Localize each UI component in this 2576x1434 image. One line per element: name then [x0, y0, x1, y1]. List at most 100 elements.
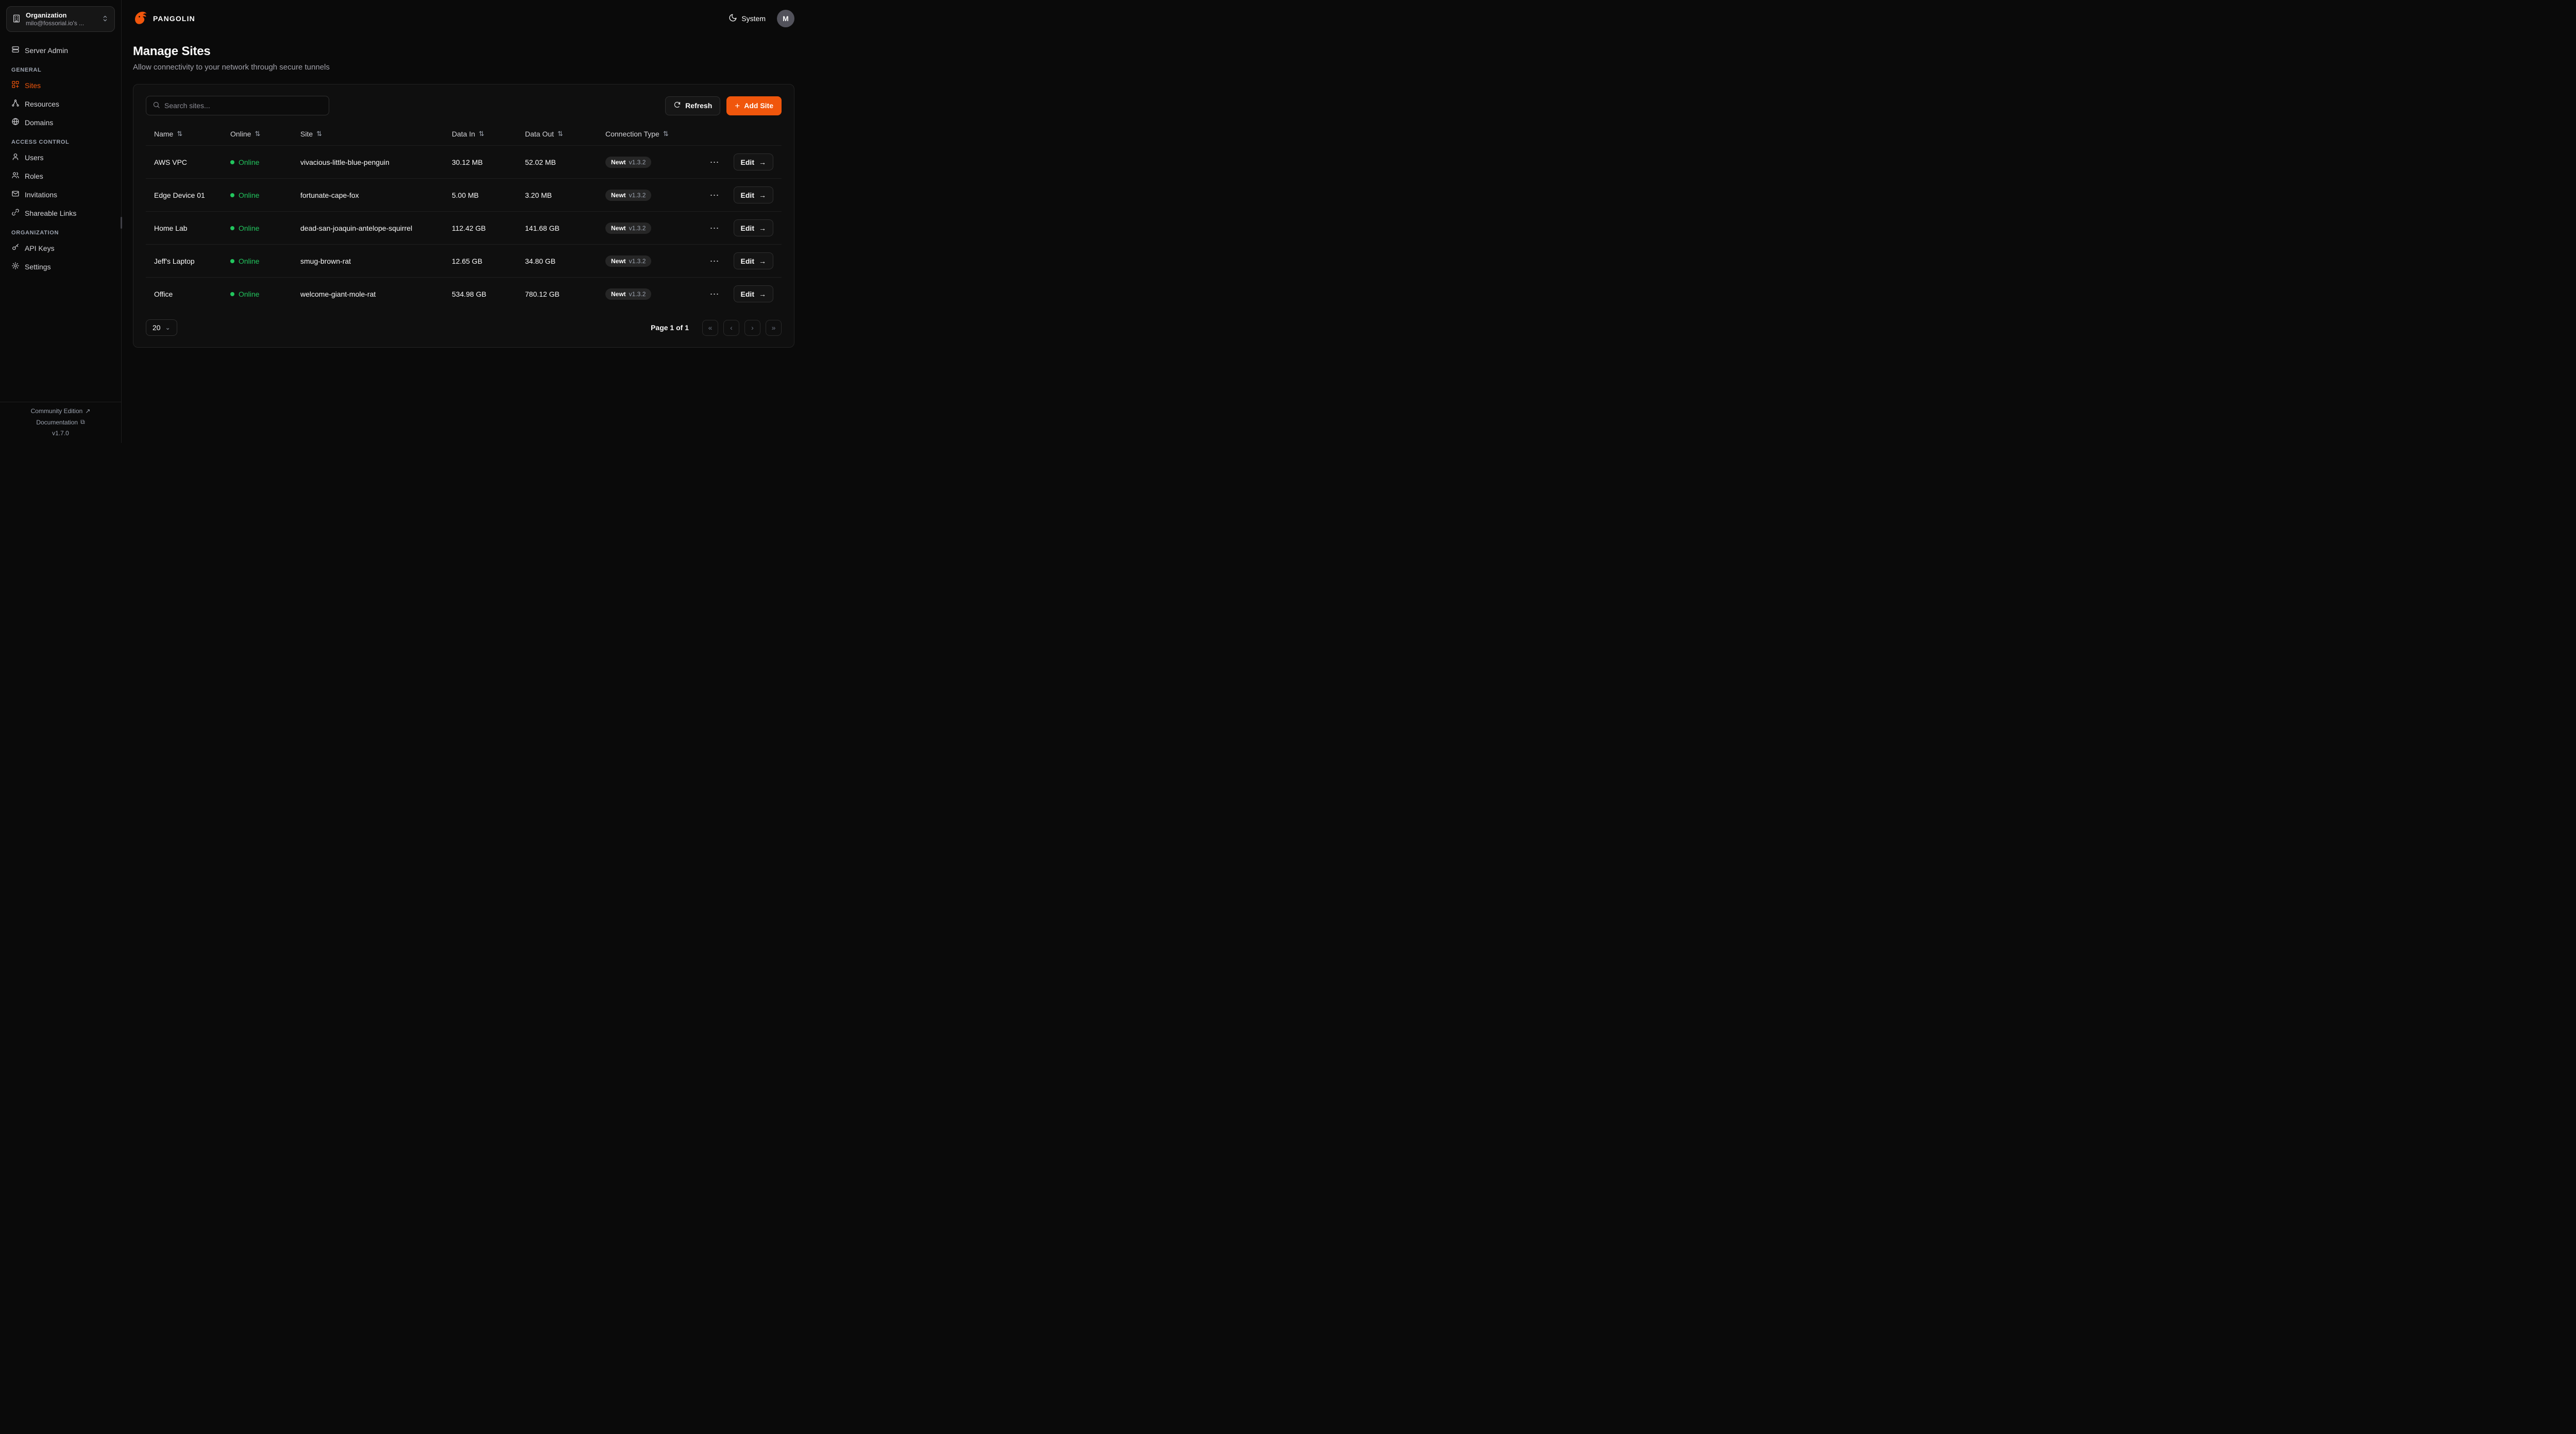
sidebar-item-label: API Keys	[25, 244, 55, 252]
online-dot-icon	[230, 193, 234, 197]
version-label: v1.7.0	[52, 430, 69, 437]
column-header-online[interactable]: Online ⇅	[230, 130, 261, 138]
first-page-button[interactable]: «	[702, 319, 718, 336]
sidebar-item-api-keys[interactable]: API Keys	[6, 239, 115, 258]
chevron-left-icon: ‹	[730, 323, 733, 332]
community-edition-link[interactable]: Community Edition ↗	[6, 407, 115, 415]
row-menu-button[interactable]: ⋯	[708, 255, 721, 267]
table-footer: 20 ⌄ Page 1 of 1 « ‹ › »	[146, 319, 782, 336]
sidebar-item-label: Settings	[25, 262, 51, 271]
data-in: 30.12 MB	[444, 145, 517, 179]
column-header-site[interactable]: Site ⇅	[300, 130, 323, 138]
refresh-button[interactable]: Refresh	[665, 96, 721, 115]
connection-type-badge: Newt v1.3.2	[605, 255, 652, 267]
sidebar-section-organization: ORGANIZATION	[11, 230, 59, 236]
site-slug: welcome-giant-mole-rat	[292, 277, 444, 310]
avatar-initial: M	[783, 14, 789, 23]
org-selector-texts: Organization milo@fossorial.io's ...	[26, 11, 96, 27]
search-icon	[152, 101, 160, 110]
sidebar-footer: Community Edition ↗ Documentation ⧉ v1.7…	[0, 402, 121, 443]
sidebar-item-server-admin[interactable]: Server Admin	[6, 41, 115, 60]
chevron-right-icon: ›	[751, 323, 754, 332]
avatar[interactable]: M	[777, 10, 794, 27]
table-row: Jeff's Laptop Online smug-brown-rat 12.6…	[146, 244, 782, 278]
row-menu-button[interactable]: ⋯	[708, 288, 721, 300]
sidebar-item-sites[interactable]: Sites	[6, 76, 115, 95]
online-status: Online	[230, 290, 284, 298]
sidebar-item-invitations[interactable]: Invitations	[6, 185, 115, 204]
site-slug: smug-brown-rat	[292, 244, 444, 278]
mail-icon	[11, 190, 20, 200]
sidebar-nav: Server Admin GENERAL Sites Reso	[0, 38, 121, 402]
search-box	[146, 96, 329, 115]
edit-button[interactable]: Edit →	[733, 252, 773, 269]
data-out: 34.80 GB	[517, 244, 597, 278]
edit-button[interactable]: Edit →	[733, 153, 773, 170]
sidebar-item-domains[interactable]: Domains	[6, 113, 115, 132]
site-name: Jeff's Laptop	[146, 244, 222, 278]
search-input[interactable]	[164, 101, 323, 110]
sidebar-section-access-control: ACCESS CONTROL	[11, 139, 70, 145]
row-menu-button[interactable]: ⋯	[708, 223, 721, 234]
org-selector-title: Organization	[26, 11, 67, 19]
column-header-data-in[interactable]: Data In ⇅	[452, 130, 485, 138]
last-page-button[interactable]: »	[766, 319, 782, 336]
brand[interactable]: PANGOLIN	[133, 10, 195, 27]
sort-icon: ⇅	[479, 130, 485, 138]
theme-toggle[interactable]: System	[728, 13, 766, 24]
org-selector[interactable]: Organization milo@fossorial.io's ...	[6, 6, 115, 32]
sidebar-section-general: GENERAL	[11, 67, 42, 73]
theme-label: System	[741, 14, 766, 23]
edit-button[interactable]: Edit →	[733, 285, 773, 302]
column-header-name[interactable]: Name ⇅	[154, 130, 183, 138]
sidebar-item-users[interactable]: Users	[6, 148, 115, 167]
key-icon	[11, 243, 20, 253]
sidebar-item-shareable-links[interactable]: Shareable Links	[6, 204, 115, 223]
row-menu-button[interactable]: ⋯	[708, 190, 721, 201]
next-page-button[interactable]: ›	[744, 319, 760, 336]
book-icon: ⧉	[80, 418, 85, 425]
prev-page-button[interactable]: ‹	[723, 319, 739, 336]
table-row: Edge Device 01 Online fortunate-cape-fox…	[146, 178, 782, 212]
site-slug: dead-san-joaquin-antelope-squirrel	[292, 211, 444, 245]
row-actions: ⋯ Edit →	[702, 219, 773, 236]
page-size-select[interactable]: 20 ⌄	[146, 319, 177, 336]
community-edition-label: Community Edition	[30, 407, 83, 415]
row-actions: ⋯ Edit →	[702, 186, 773, 203]
user-icon	[11, 152, 20, 163]
data-in: 12.65 GB	[444, 244, 517, 278]
table-row: Home Lab Online dead-san-joaquin-antelop…	[146, 211, 782, 245]
chevron-down-icon: ⌄	[165, 324, 171, 331]
table-row: AWS VPC Online vivacious-little-blue-pen…	[146, 145, 782, 179]
sidebar: Organization milo@fossorial.io's ... Ser…	[0, 0, 122, 443]
plus-icon: +	[735, 100, 740, 111]
edit-button[interactable]: Edit →	[733, 219, 773, 236]
add-site-label: Add Site	[744, 101, 773, 110]
page-info: Page 1 of 1	[651, 323, 689, 332]
edit-button[interactable]: Edit →	[733, 186, 773, 203]
building-icon	[12, 14, 21, 25]
connection-type-badge: Newt v1.3.2	[605, 288, 652, 300]
chevrons-right-icon: »	[771, 323, 776, 332]
sidebar-item-settings[interactable]: Settings	[6, 258, 115, 276]
online-dot-icon	[230, 226, 234, 230]
pangolin-logo-icon	[133, 10, 148, 27]
topbar: PANGOLIN System M	[122, 0, 808, 37]
sidebar-item-label: Users	[25, 153, 44, 162]
sidebar-item-label: Sites	[25, 81, 41, 90]
column-header-connection-type[interactable]: Connection Type ⇅	[605, 130, 669, 138]
sites-table: Name ⇅ Online ⇅ Site ⇅ Data In ⇅ Data Out ⇅ C…	[146, 125, 782, 310]
sort-icon: ⇅	[316, 130, 323, 138]
row-menu-button[interactable]: ⋯	[708, 157, 721, 168]
arrow-right-icon: →	[759, 158, 766, 166]
sidebar-item-label: Resources	[25, 99, 59, 108]
sidebar-item-roles[interactable]: Roles	[6, 167, 115, 185]
column-header-data-out[interactable]: Data Out ⇅	[525, 130, 563, 138]
documentation-link[interactable]: Documentation ⧉	[6, 418, 115, 426]
page-title: Manage Sites	[133, 44, 211, 58]
gear-icon	[11, 262, 20, 272]
add-site-button[interactable]: + Add Site	[726, 96, 782, 115]
sidebar-resize-handle[interactable]	[121, 217, 122, 229]
sidebar-item-label: Shareable Links	[25, 209, 77, 217]
sidebar-item-resources[interactable]: Resources	[6, 95, 115, 113]
